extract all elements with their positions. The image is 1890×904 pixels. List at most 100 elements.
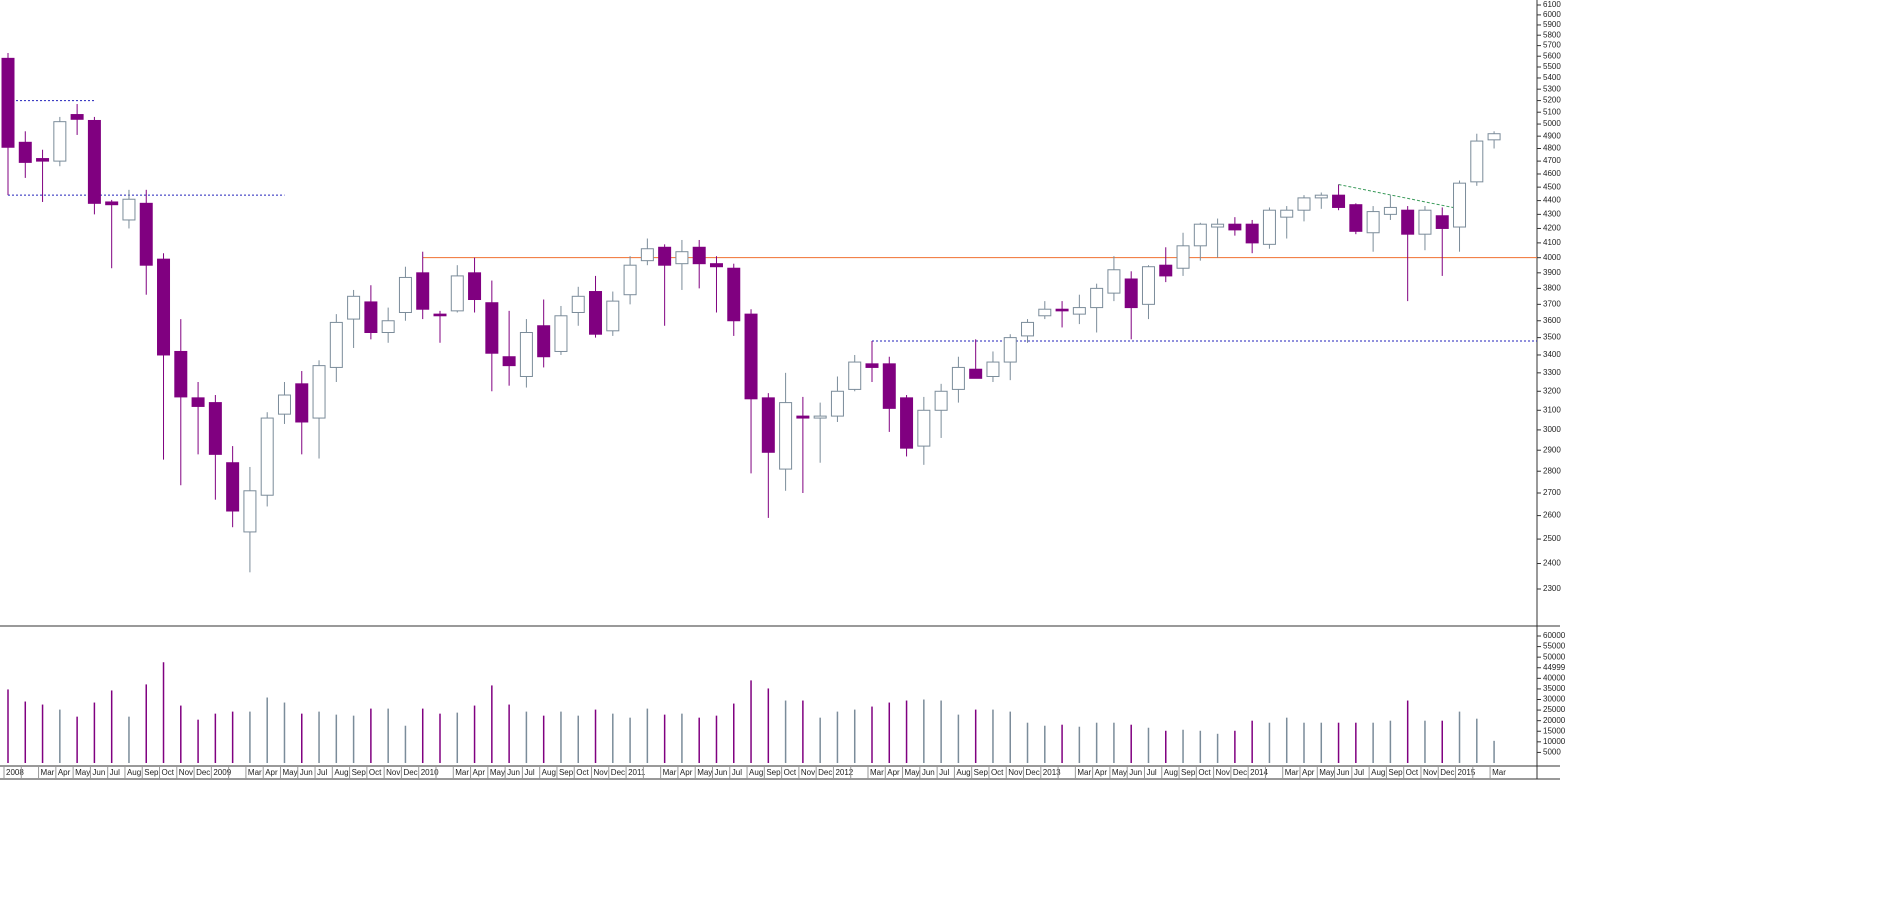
x-tick-label: May [1319, 768, 1334, 777]
x-tick-label: Jun [507, 768, 520, 777]
y-tick-label: 4600 [1543, 169, 1561, 178]
candle-body [468, 272, 482, 301]
x-tick-label: 2014 [1250, 768, 1268, 777]
volume-tick-label: 55000 [1543, 642, 1566, 651]
trend-line [1338, 183, 1460, 210]
volume-bar [560, 711, 562, 763]
candle-body [502, 356, 516, 367]
x-tick-label: Aug [1164, 768, 1178, 777]
candle-body [295, 383, 309, 423]
y-tick-label: 5700 [1543, 41, 1561, 50]
y-tick-label: 4200 [1543, 224, 1561, 233]
volume-bar [1044, 725, 1046, 763]
candle-body [727, 267, 741, 322]
x-tick-label: Oct [162, 768, 175, 777]
x-tick-label: May [282, 768, 297, 777]
candle-body [1470, 140, 1484, 183]
candle-body [709, 263, 723, 268]
volume-tick-label: 25000 [1543, 705, 1566, 714]
candle-body [347, 295, 361, 320]
y-tick-label: 3500 [1543, 333, 1561, 342]
candle-body [692, 246, 706, 265]
x-tick-label: Aug [749, 768, 763, 777]
volume-bar [1355, 722, 1357, 763]
volume-bar [24, 701, 27, 763]
volume-bar [940, 700, 942, 763]
x-tick-label: Sep [974, 768, 989, 777]
candle-body [433, 313, 447, 317]
x-tick-label: 2015 [1458, 768, 1476, 777]
y-tick-label: 3700 [1543, 299, 1561, 308]
y-tick-label: 5800 [1543, 30, 1561, 39]
y-tick-label: 2600 [1543, 511, 1561, 520]
candle-body [761, 397, 775, 453]
candle-body [398, 276, 412, 313]
candle-body [208, 402, 222, 455]
volume-bar [629, 717, 631, 763]
y-tick-label: 4500 [1543, 182, 1561, 191]
candle-body [813, 415, 827, 419]
candle-body [537, 325, 551, 358]
volume-bar [1061, 724, 1063, 763]
candle-body [1453, 182, 1467, 228]
volume-bar [318, 711, 320, 763]
y-tick-label: 5600 [1543, 51, 1561, 60]
candle-body [1211, 223, 1225, 228]
y-tick-label: 3900 [1543, 268, 1561, 277]
x-tick-label: Jun [714, 768, 727, 777]
volume-bar [1078, 726, 1081, 763]
candle-body [450, 275, 464, 312]
volume-bar [1026, 722, 1029, 763]
volume-bar [1493, 740, 1495, 763]
y-tick-label: 3000 [1543, 425, 1561, 434]
volume-bar [1424, 720, 1426, 763]
candle-body [969, 368, 983, 379]
volume-tick-label: 35000 [1543, 684, 1566, 693]
x-tick-label: Nov [179, 768, 193, 777]
volume-bar [1285, 717, 1288, 763]
candle-body [1332, 194, 1346, 208]
x-tick-label: 2008 [6, 768, 24, 777]
x-tick-label: Mar [41, 768, 55, 777]
x-tick-label: Mar [663, 768, 677, 777]
x-tick-label: Dec [403, 768, 417, 777]
x-tick-label: Aug [334, 768, 348, 777]
candle-body [640, 248, 654, 262]
x-tick-label: May [490, 768, 505, 777]
x-tick-label: 2009 [213, 768, 231, 777]
volume-bar [974, 709, 977, 763]
candle-body [1366, 211, 1380, 234]
x-tick-label: Nov [386, 768, 400, 777]
candle-body [364, 301, 378, 334]
candle-body [157, 258, 171, 356]
candle-body [243, 490, 257, 533]
candle-body [675, 251, 689, 265]
x-tick-label: Dec [196, 768, 210, 777]
volume-bar [1337, 722, 1340, 763]
x-tick-label: Sep [352, 768, 367, 777]
x-tick-label: Mar [248, 768, 262, 777]
candle-body [1176, 245, 1190, 269]
candle-body [36, 158, 50, 162]
x-tick-label: Mar [1077, 768, 1091, 777]
candle-body [1021, 321, 1035, 337]
x-tick-label: 2012 [835, 768, 853, 777]
candle-body [1141, 266, 1155, 305]
y-tick-label: 5400 [1543, 73, 1561, 82]
volume-bar [266, 697, 268, 763]
volume-bar [41, 704, 44, 763]
volume-bar [1095, 722, 1098, 763]
volume-bar [1147, 727, 1150, 763]
candle-body [830, 390, 844, 417]
y-tick-label: 6100 [1543, 0, 1561, 9]
y-tick-label: 5100 [1543, 107, 1561, 116]
y-tick-label: 2700 [1543, 488, 1561, 497]
x-tick-label: Oct [369, 768, 382, 777]
candle-body [1193, 223, 1207, 247]
candle-body [260, 417, 274, 496]
volume-bar [525, 711, 528, 763]
volume-bar [784, 700, 787, 763]
y-tick-label: 5200 [1543, 96, 1561, 105]
x-tick-label: 2010 [421, 768, 439, 777]
